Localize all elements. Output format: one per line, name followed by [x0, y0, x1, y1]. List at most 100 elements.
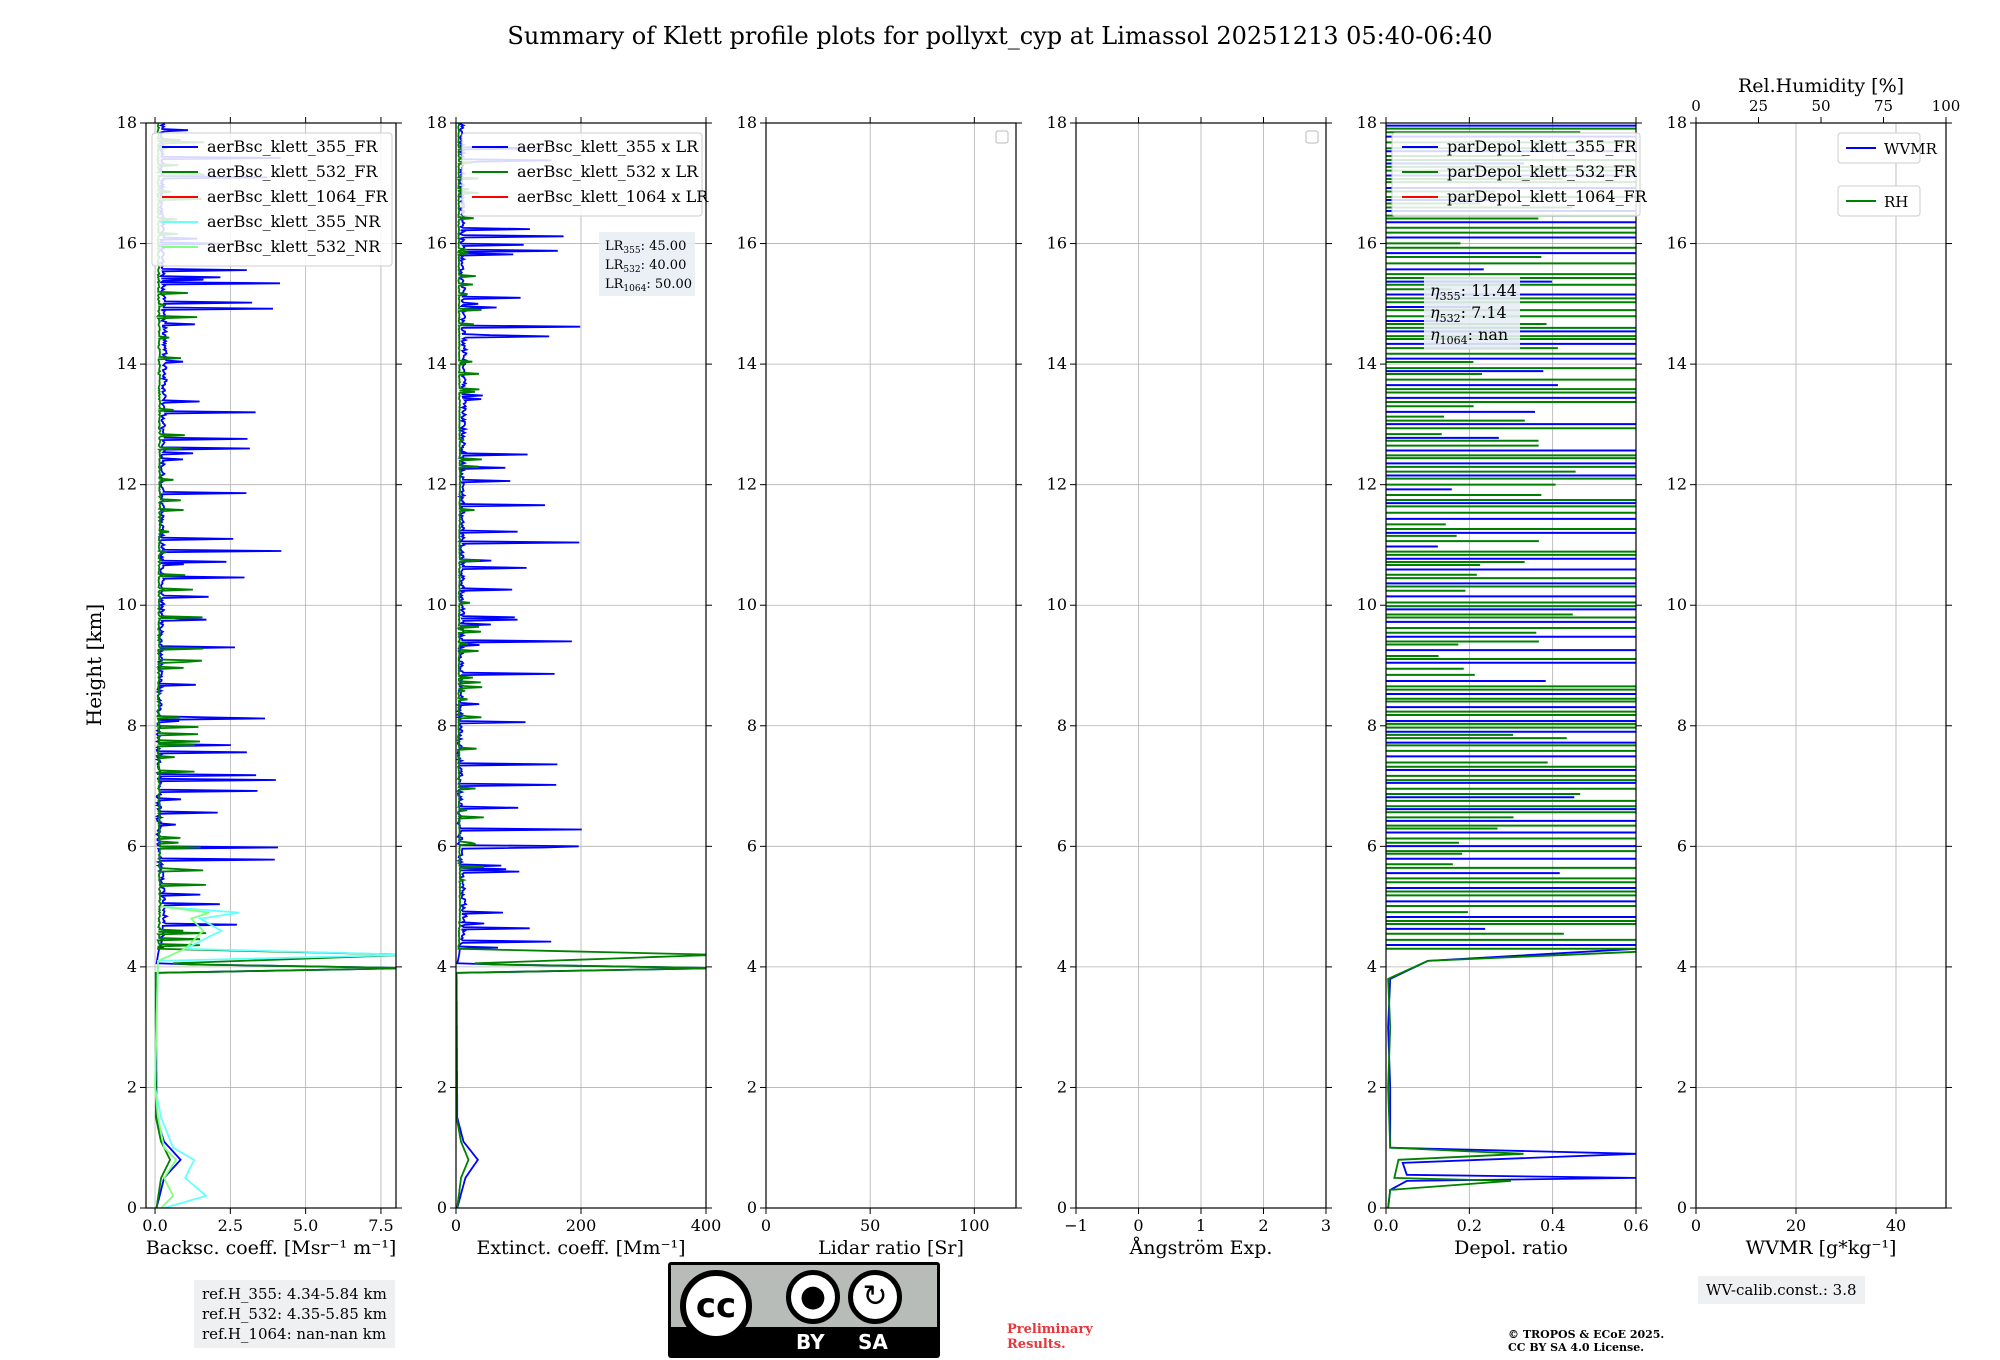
y-tick-label: 12 [117, 475, 137, 494]
x-tick-label: −1 [1064, 1216, 1088, 1235]
y-tick-label: 2 [747, 1077, 757, 1096]
x-tick-label: 200 [566, 1216, 597, 1235]
y-tick-label: 10 [1357, 595, 1377, 614]
series-line-aerBsc_klett_355_FR [154, 123, 396, 1208]
x-tick-label: 0 [761, 1216, 771, 1235]
empty-legend-box [1305, 130, 1319, 144]
cc-share-alike-icon: ↻ [848, 1270, 902, 1324]
axes-frame [1695, 122, 1947, 1209]
panel-depol [1380, 117, 1642, 1214]
axes-frame [145, 122, 397, 1209]
x-tick-label: 5.0 [293, 1216, 318, 1235]
y-tick-label: 10 [737, 595, 757, 614]
top-x-tick-label: 75 [1874, 97, 1893, 115]
series-line-parDepol_klett_355_FR [1387, 947, 1636, 1208]
legend-label: aerBsc_klett_355_NR [207, 212, 381, 231]
legend-label: RH [1884, 193, 1908, 211]
eta-label: η532: 7.14 [1430, 303, 1507, 325]
series-line-aerBsc_klett_532_NR [154, 905, 210, 1208]
x-tick-label: 0.4 [1540, 1216, 1565, 1235]
y-tick-label: 4 [437, 957, 447, 976]
y-tick-label: 0 [437, 1198, 447, 1217]
eta-label: η1064: nan [1430, 325, 1508, 347]
y-tick-label: 18 [117, 113, 137, 132]
preliminary-note: Preliminary Results. [1007, 1322, 1093, 1352]
figure-title: Summary of Klett profile plots for polly… [507, 22, 1493, 50]
lr-box [599, 232, 695, 296]
x-tick-label: 20 [1786, 1216, 1806, 1235]
y-tick-label: 8 [1057, 716, 1067, 735]
series-group-extinction [456, 123, 706, 1208]
legend-label: aerBsc_klett_1064 x LR [517, 187, 709, 206]
x-tick-label: 0.2 [1457, 1216, 1482, 1235]
x-tick-label: 50 [860, 1216, 880, 1235]
wv-calib-box: WV-calib.const.: 3.8 [1698, 1276, 1865, 1304]
y-tick-label: 16 [1667, 234, 1687, 253]
x-axis-label: Lidar ratio [Sr] [818, 1237, 964, 1259]
y-tick-label: 0 [747, 1198, 757, 1217]
legend-label: aerBsc_klett_355_FR [207, 137, 378, 156]
legend-label: aerBsc_klett_532 x LR [517, 162, 699, 181]
series-line-aerBsc_klett_355_NR [154, 905, 396, 1208]
x-tick-label: 0.0 [142, 1216, 167, 1235]
x-tick-label: 400 [691, 1216, 722, 1235]
legend-label: aerBsc_klett_532_FR [207, 162, 378, 181]
lr-label: LR532: 40.00 [605, 258, 686, 275]
y-tick-label: 10 [1667, 595, 1687, 614]
top-x-tick-label: 0 [1691, 97, 1701, 115]
panel-lidar_ratio [760, 117, 1022, 1214]
panel-wvmr [1690, 117, 1952, 1214]
y-tick-label: 6 [747, 836, 757, 855]
x-tick-label: 1 [1196, 1216, 1206, 1235]
ref-height-box: ref.H_355: 4.34-5.84 km ref.H_532: 4.35-… [194, 1280, 395, 1348]
y-tick-label: 4 [1057, 957, 1067, 976]
y-tick-label: 18 [1667, 113, 1687, 132]
lr-label: LR355: 45.00 [605, 239, 686, 256]
eta-box [1424, 277, 1520, 349]
copyright-note: © TROPOS & ECoE 2025. CC BY SA 4.0 Licen… [1508, 1328, 1664, 1354]
x-tick-label: 100 [959, 1216, 990, 1235]
y-tick-label: 6 [127, 836, 137, 855]
legend-label: parDepol_klett_532_FR [1447, 162, 1638, 181]
x-axis-label: Backsc. coeff. [Msr⁻¹ m⁻¹] [146, 1237, 397, 1259]
top-x-axis-label: Rel.Humidity [%] [1738, 75, 1904, 97]
y-tick-label: 8 [1677, 716, 1687, 735]
x-tick-label: 0 [451, 1216, 461, 1235]
wv-calib-const: WV-calib.const.: 3.8 [1706, 1281, 1857, 1299]
axes-frame [1385, 122, 1637, 1209]
y-tick-label: 4 [1367, 957, 1377, 976]
y-tick-label: 8 [1367, 716, 1377, 735]
y-tick-label: 10 [427, 595, 447, 614]
x-axis-label: Ångström Exp. [1129, 1237, 1273, 1259]
panel-angstrom [1070, 117, 1332, 1214]
y-tick-label: 4 [127, 957, 137, 976]
empty-legend-box [995, 130, 1009, 144]
ref-height-355: ref.H_355: 4.34-5.84 km [202, 1285, 387, 1303]
top-x-tick-label: 100 [1932, 97, 1961, 115]
legend-label: parDepol_klett_1064_FR [1447, 187, 1648, 206]
y-tick-label: 12 [1047, 475, 1067, 494]
axes-frame [765, 122, 1017, 1209]
y-tick-label: 14 [117, 354, 137, 373]
y-tick-label: 0 [1677, 1198, 1687, 1217]
y-tick-label: 12 [1357, 475, 1377, 494]
y-tick-label: 6 [437, 836, 447, 855]
top-x-tick-label: 25 [1749, 97, 1768, 115]
y-tick-label: 18 [1047, 113, 1067, 132]
x-tick-label: 0.6 [1623, 1216, 1648, 1235]
y-tick-label: 12 [1667, 475, 1687, 494]
cc-attribution-person-icon: ● [786, 1270, 840, 1324]
y-tick-label: 0 [1057, 1198, 1067, 1217]
y-tick-label: 6 [1057, 836, 1067, 855]
series-line-parDepol_klett_532_FR [1387, 950, 1636, 1208]
legend-label: parDepol_klett_355_FR [1447, 137, 1638, 156]
x-axis-label: WVMR [g*kg⁻¹] [1746, 1237, 1897, 1259]
panel-extinction [450, 117, 712, 1214]
x-tick-label: 2 [1258, 1216, 1268, 1235]
x-axis-label: Extinct. coeff. [Mm⁻¹] [476, 1237, 685, 1259]
legend-box [461, 132, 703, 217]
series-group-backscatter [154, 123, 396, 1208]
series-line-aerBsc_klett_532 x LR [456, 123, 706, 1208]
legend-label: aerBsc_klett_532_NR [207, 237, 381, 256]
y-tick-label: 16 [1047, 234, 1067, 253]
